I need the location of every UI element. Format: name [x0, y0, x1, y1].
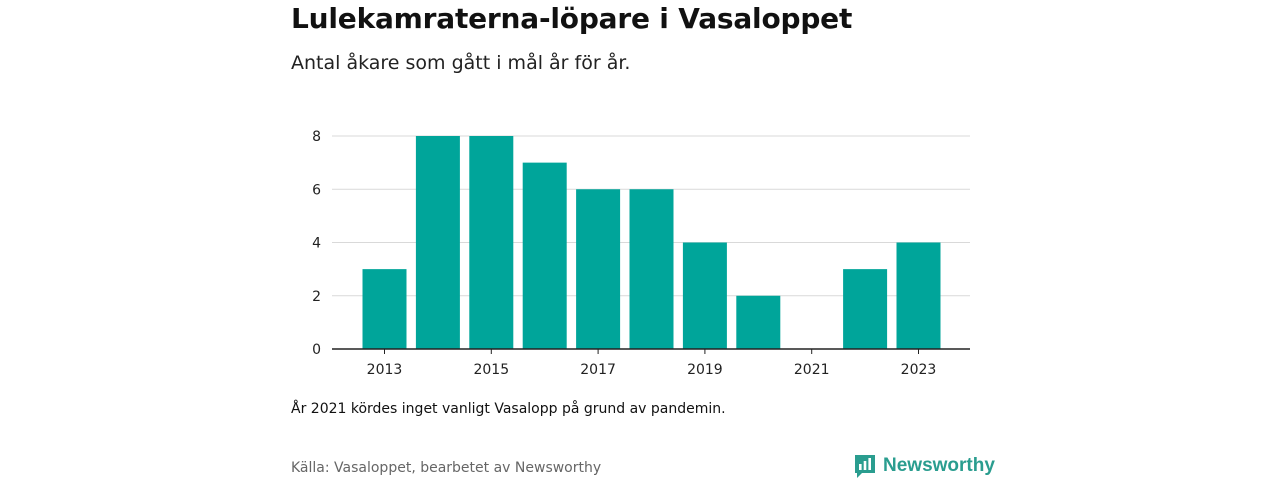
x-tick-label: 2017	[580, 362, 616, 378]
brand-name: Newsworthy	[883, 455, 995, 476]
x-tick-label: 2023	[901, 362, 937, 378]
bar-2017	[576, 189, 621, 349]
bar-2019	[682, 242, 727, 349]
bar-2014	[415, 136, 460, 349]
bar-2015	[469, 136, 514, 349]
axes: 0 2 4 6 8 2013 2015 2017 2019 2021 2023	[312, 129, 970, 378]
bar-2018	[629, 189, 674, 349]
x-tick-label: 2021	[794, 362, 830, 378]
bar-2016	[522, 162, 567, 349]
source-text: Källa: Vasaloppet, bearbetet av Newswort…	[291, 460, 602, 476]
bar-2020	[736, 295, 781, 349]
bar-chart-logo-icon	[855, 455, 875, 478]
y-tick-label: 2	[312, 289, 321, 305]
bars	[362, 136, 941, 349]
y-tick-label: 6	[312, 182, 321, 198]
x-tick-label: 2013	[367, 362, 403, 378]
y-tick-label: 4	[312, 236, 321, 252]
bar-chart: 0 2 4 6 8 2013 2015 2017 2019 2021 2023	[312, 129, 970, 378]
chart-title: Lulekamraterna-löpare i Vasaloppet	[291, 2, 853, 35]
bar-2013	[362, 269, 407, 349]
chart-note: År 2021 kördes inget vanligt Vasalopp på…	[291, 401, 726, 417]
y-tick-label: 0	[312, 342, 321, 358]
x-tick-label: 2015	[473, 362, 509, 378]
y-tick-label: 8	[312, 129, 321, 145]
newsworthy-logo: Newsworthy	[853, 453, 995, 479]
bar-2022	[843, 269, 888, 349]
x-tick-label: 2019	[687, 362, 723, 378]
bar-2023	[896, 242, 941, 349]
chart-subtitle: Antal åkare som gått i mål år för år.	[291, 52, 631, 74]
